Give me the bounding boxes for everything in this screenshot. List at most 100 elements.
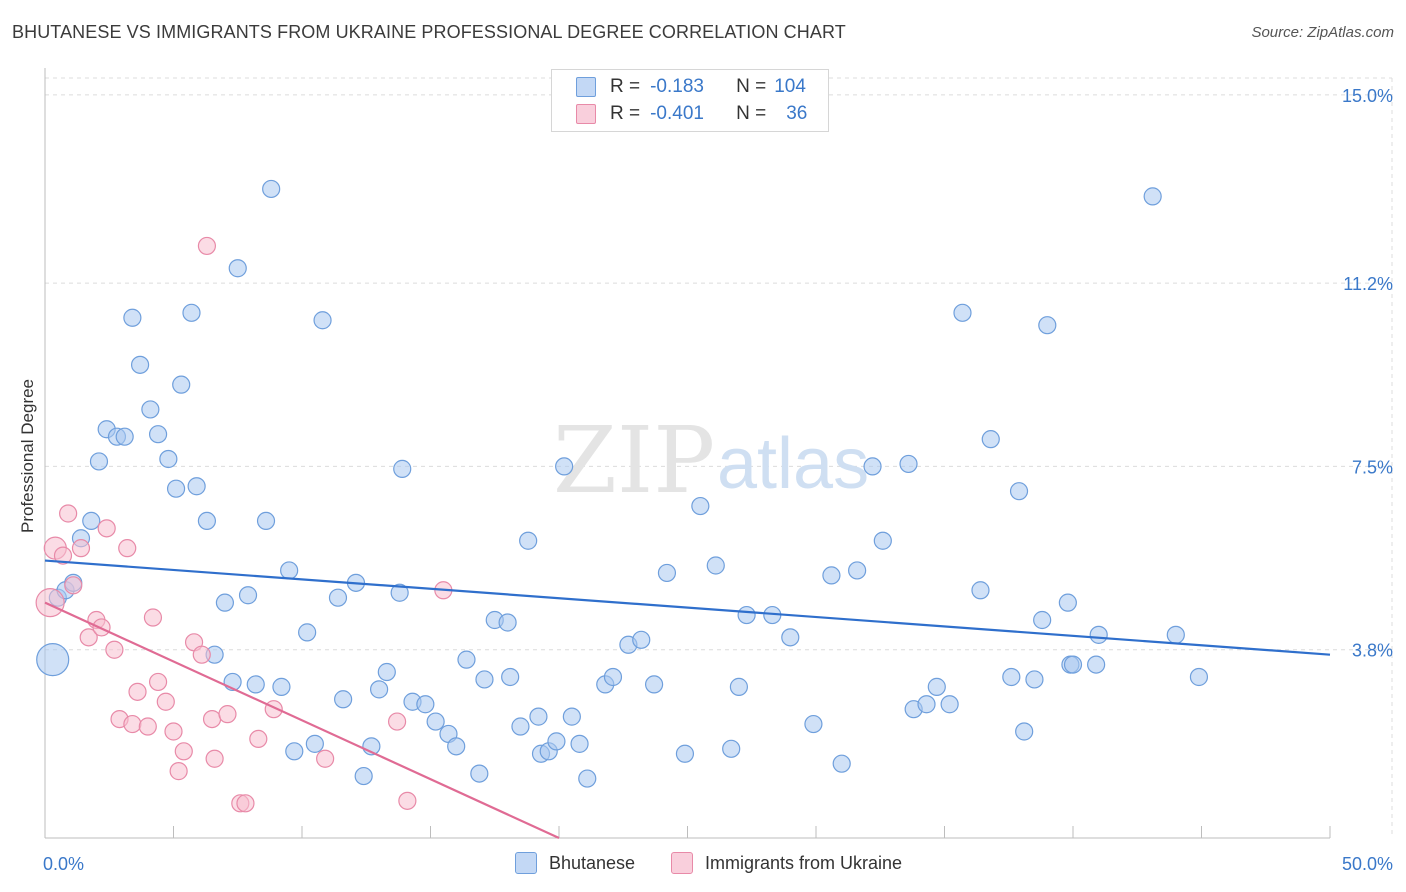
point-bhutanese — [804, 714, 823, 734]
point-bhutanese — [390, 583, 409, 602]
point-ukraine — [202, 709, 222, 729]
legend-r-value-bhutanese: -0.183 — [650, 76, 704, 97]
point-bhutanese — [644, 675, 664, 694]
legend-n-label: N = — [736, 103, 767, 124]
point-bhutanese — [334, 690, 353, 709]
point-bhutanese — [215, 593, 234, 612]
point-bhutanese — [272, 677, 291, 696]
trend-line-ukraine — [44, 601, 560, 840]
correlation-legend: R = -0.183 N = 104 R = -0.401 N = 36 — [551, 69, 829, 132]
legend-row-bhutanese: R = -0.183 N = 104 — [576, 75, 806, 99]
legend-swatch-ukraine — [576, 104, 596, 124]
point-bhutanese — [328, 588, 348, 607]
point-bhutanese — [426, 712, 445, 731]
point-ukraine — [316, 749, 335, 768]
point-bhutanese — [737, 605, 756, 625]
point-ukraine — [169, 762, 188, 781]
point-bhutanese — [917, 695, 936, 714]
x-tick-label-max: 50.0% — [1342, 854, 1393, 874]
y-tick-label: 15.0% — [1342, 86, 1393, 106]
point-bhutanese — [377, 662, 396, 682]
chart-title: BHUTANESE VS IMMIGRANTS FROM UKRAINE PRO… — [12, 22, 846, 42]
point-bhutanese — [832, 754, 851, 773]
point-bhutanese — [547, 732, 566, 751]
point-bhutanese — [529, 707, 548, 726]
point-bhutanese — [1009, 482, 1029, 501]
point-ukraine — [123, 714, 142, 734]
point-ukraine — [59, 504, 78, 523]
point-bhutanese — [981, 430, 1000, 449]
point-bhutanese — [1033, 610, 1052, 630]
source-credit: Source: ZipAtlas.com — [1251, 24, 1394, 41]
point-bhutanese — [927, 677, 946, 696]
point-bhutanese — [305, 734, 324, 753]
series-legend-ukraine: Immigrants from Ukraine — [671, 852, 902, 874]
point-bhutanese — [393, 459, 412, 478]
point-bhutanese — [1038, 316, 1057, 335]
point-bhutanese — [578, 769, 597, 788]
axes — [44, 68, 1331, 839]
watermark-zip: ZIP — [553, 407, 715, 514]
point-bhutanese — [130, 355, 150, 374]
tick-labels: 3.8% 7.5% 11.2% 15.0% 0.0% 50.0% — [43, 86, 1393, 874]
point-bhutanese — [1002, 667, 1021, 687]
point-bhutanese — [706, 556, 725, 575]
point-bhutanese — [246, 675, 265, 694]
point-bhutanese — [501, 667, 520, 687]
point-bhutanese — [1015, 722, 1034, 741]
point-bhutanese — [280, 561, 299, 580]
legend-r-value-ukraine: -0.401 — [650, 103, 704, 124]
gridlines — [45, 77, 1393, 838]
point-ukraine — [138, 717, 157, 736]
watermark-atlas: atlas — [717, 424, 869, 504]
series-swatch-ukraine — [671, 852, 693, 874]
point-bhutanese — [354, 766, 373, 786]
point-ukraine — [398, 791, 417, 810]
point-ukraine — [205, 749, 224, 768]
point-bhutanese — [1058, 593, 1077, 612]
point-ukraine — [218, 705, 237, 724]
point-bhutanese — [1089, 625, 1108, 644]
point-bhutanese — [555, 457, 574, 476]
point-ukraine — [156, 692, 175, 711]
point-bhutanese — [562, 707, 581, 726]
point-bhutanese — [632, 630, 651, 649]
series-swatch-bhutanese — [515, 852, 537, 874]
point-bhutanese — [187, 477, 206, 496]
point-bhutanese — [197, 511, 217, 531]
point-bhutanese — [447, 737, 466, 756]
point-ukraine — [387, 712, 407, 731]
x-tick-label-min: 0.0% — [43, 854, 84, 874]
point-bhutanese — [1063, 655, 1083, 674]
point-bhutanese — [172, 375, 191, 394]
point-bhutanese — [238, 586, 258, 605]
legend-n-label: N = — [736, 76, 767, 97]
point-ukraine — [79, 628, 98, 647]
legend-n-value-bhutanese: 104 — [774, 76, 806, 97]
point-bhutanese — [89, 452, 109, 471]
point-ukraine — [143, 608, 163, 627]
point-bhutanese — [1087, 655, 1106, 674]
point-bhutanese — [675, 744, 695, 763]
point-bhutanese — [475, 670, 494, 689]
point-bhutanese — [940, 695, 959, 714]
point-ukraine — [236, 794, 255, 813]
point-bhutanese — [953, 303, 972, 322]
point-bhutanese — [262, 179, 281, 199]
point-bhutanese — [166, 479, 186, 498]
point-bhutanese — [123, 308, 142, 327]
point-ukraine — [164, 722, 183, 741]
point-ukraine — [197, 236, 217, 256]
data-points — [35, 179, 1209, 813]
series-label-bhutanese: Bhutanese — [549, 852, 636, 873]
legend-swatch-bhutanese — [576, 77, 596, 97]
point-ukraine — [174, 742, 193, 761]
point-bhutanese — [36, 643, 70, 677]
point-bhutanese — [1025, 670, 1044, 689]
point-bhutanese — [285, 742, 304, 761]
point-bhutanese — [863, 457, 882, 476]
point-bhutanese — [729, 677, 749, 696]
point-bhutanese — [457, 650, 476, 669]
legend-r-label: R = — [610, 103, 641, 124]
